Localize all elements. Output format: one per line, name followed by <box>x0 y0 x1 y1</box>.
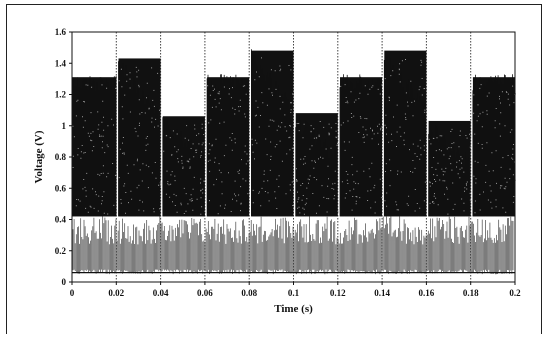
x-axis-title: Time (s) <box>274 303 313 315</box>
y-tick-label: 1.6 <box>55 27 67 37</box>
series-1-speckle <box>384 59 427 212</box>
series-1-speckle <box>340 84 383 214</box>
x-tick-label: 0.04 <box>153 288 169 298</box>
series-layer <box>71 49 516 275</box>
series-1-segment <box>118 58 162 217</box>
series-1-segment <box>295 113 339 217</box>
series-1-speckle <box>428 128 472 215</box>
series-1-trace <box>206 74 249 217</box>
x-tick-label: 0.2 <box>509 288 521 298</box>
series-1-trace <box>162 117 205 217</box>
y-tick-label: 0.4 <box>55 215 67 225</box>
x-tick-label: 0.02 <box>108 288 124 298</box>
series-1-speckle <box>251 57 294 209</box>
series-1-speckle <box>72 84 118 215</box>
series-1-speckle <box>118 66 162 214</box>
y-tick-label: 1 <box>62 121 67 131</box>
series-1-segment <box>206 74 250 217</box>
y-tick-label: 1.4 <box>55 58 67 68</box>
frame-left-border <box>6 4 7 334</box>
series-1-segment <box>339 74 383 217</box>
series-1-speckle <box>473 84 516 214</box>
x-tick-label: 0 <box>70 288 75 298</box>
axes: 0 0.2 0.4 0.6 0.8 1 1.2 1.4 1.6 0 0.02 0.04 0.06 0.08… <box>55 27 521 298</box>
x-tick-label: 0.14 <box>374 288 390 298</box>
y-tick-label: 0 <box>62 277 67 287</box>
frame-top-border <box>6 4 542 5</box>
y-tick-label: 0.2 <box>55 246 67 256</box>
series-1-trace <box>428 123 471 217</box>
series-1-segment <box>383 50 427 217</box>
series-2-trace <box>72 216 514 275</box>
x-tick-label: 0.1 <box>288 288 300 298</box>
series-1-segment <box>428 120 472 217</box>
frame-right-border <box>541 4 542 334</box>
x-tick-label: 0.12 <box>330 288 346 298</box>
x-tick-label: 0.06 <box>197 288 213 298</box>
series-1-speckle <box>207 85 249 215</box>
series-1-segment <box>71 75 118 217</box>
series-1-speckle <box>163 123 206 215</box>
y-tick-label: 1.2 <box>55 90 67 100</box>
series-1-trace <box>339 74 382 217</box>
series-1-segment <box>162 116 206 217</box>
series-1-segment <box>472 74 516 217</box>
series-1-trace <box>118 61 161 217</box>
series-1-speckle <box>295 121 339 215</box>
series-1-trace <box>472 74 515 217</box>
x-tick-label: 0.18 <box>463 288 479 298</box>
y-tick-label: 0.8 <box>55 152 67 162</box>
series-2 <box>72 216 515 275</box>
x-tick-label: 0.16 <box>419 288 435 298</box>
series-1-trace <box>295 114 338 217</box>
x-tick-label: 0.08 <box>241 288 257 298</box>
series-1-trace <box>383 51 427 217</box>
series-1-segment <box>251 49 294 217</box>
y-tick-label: 0.6 <box>55 183 67 193</box>
y-axis-title: Voltage (V) <box>33 130 45 183</box>
